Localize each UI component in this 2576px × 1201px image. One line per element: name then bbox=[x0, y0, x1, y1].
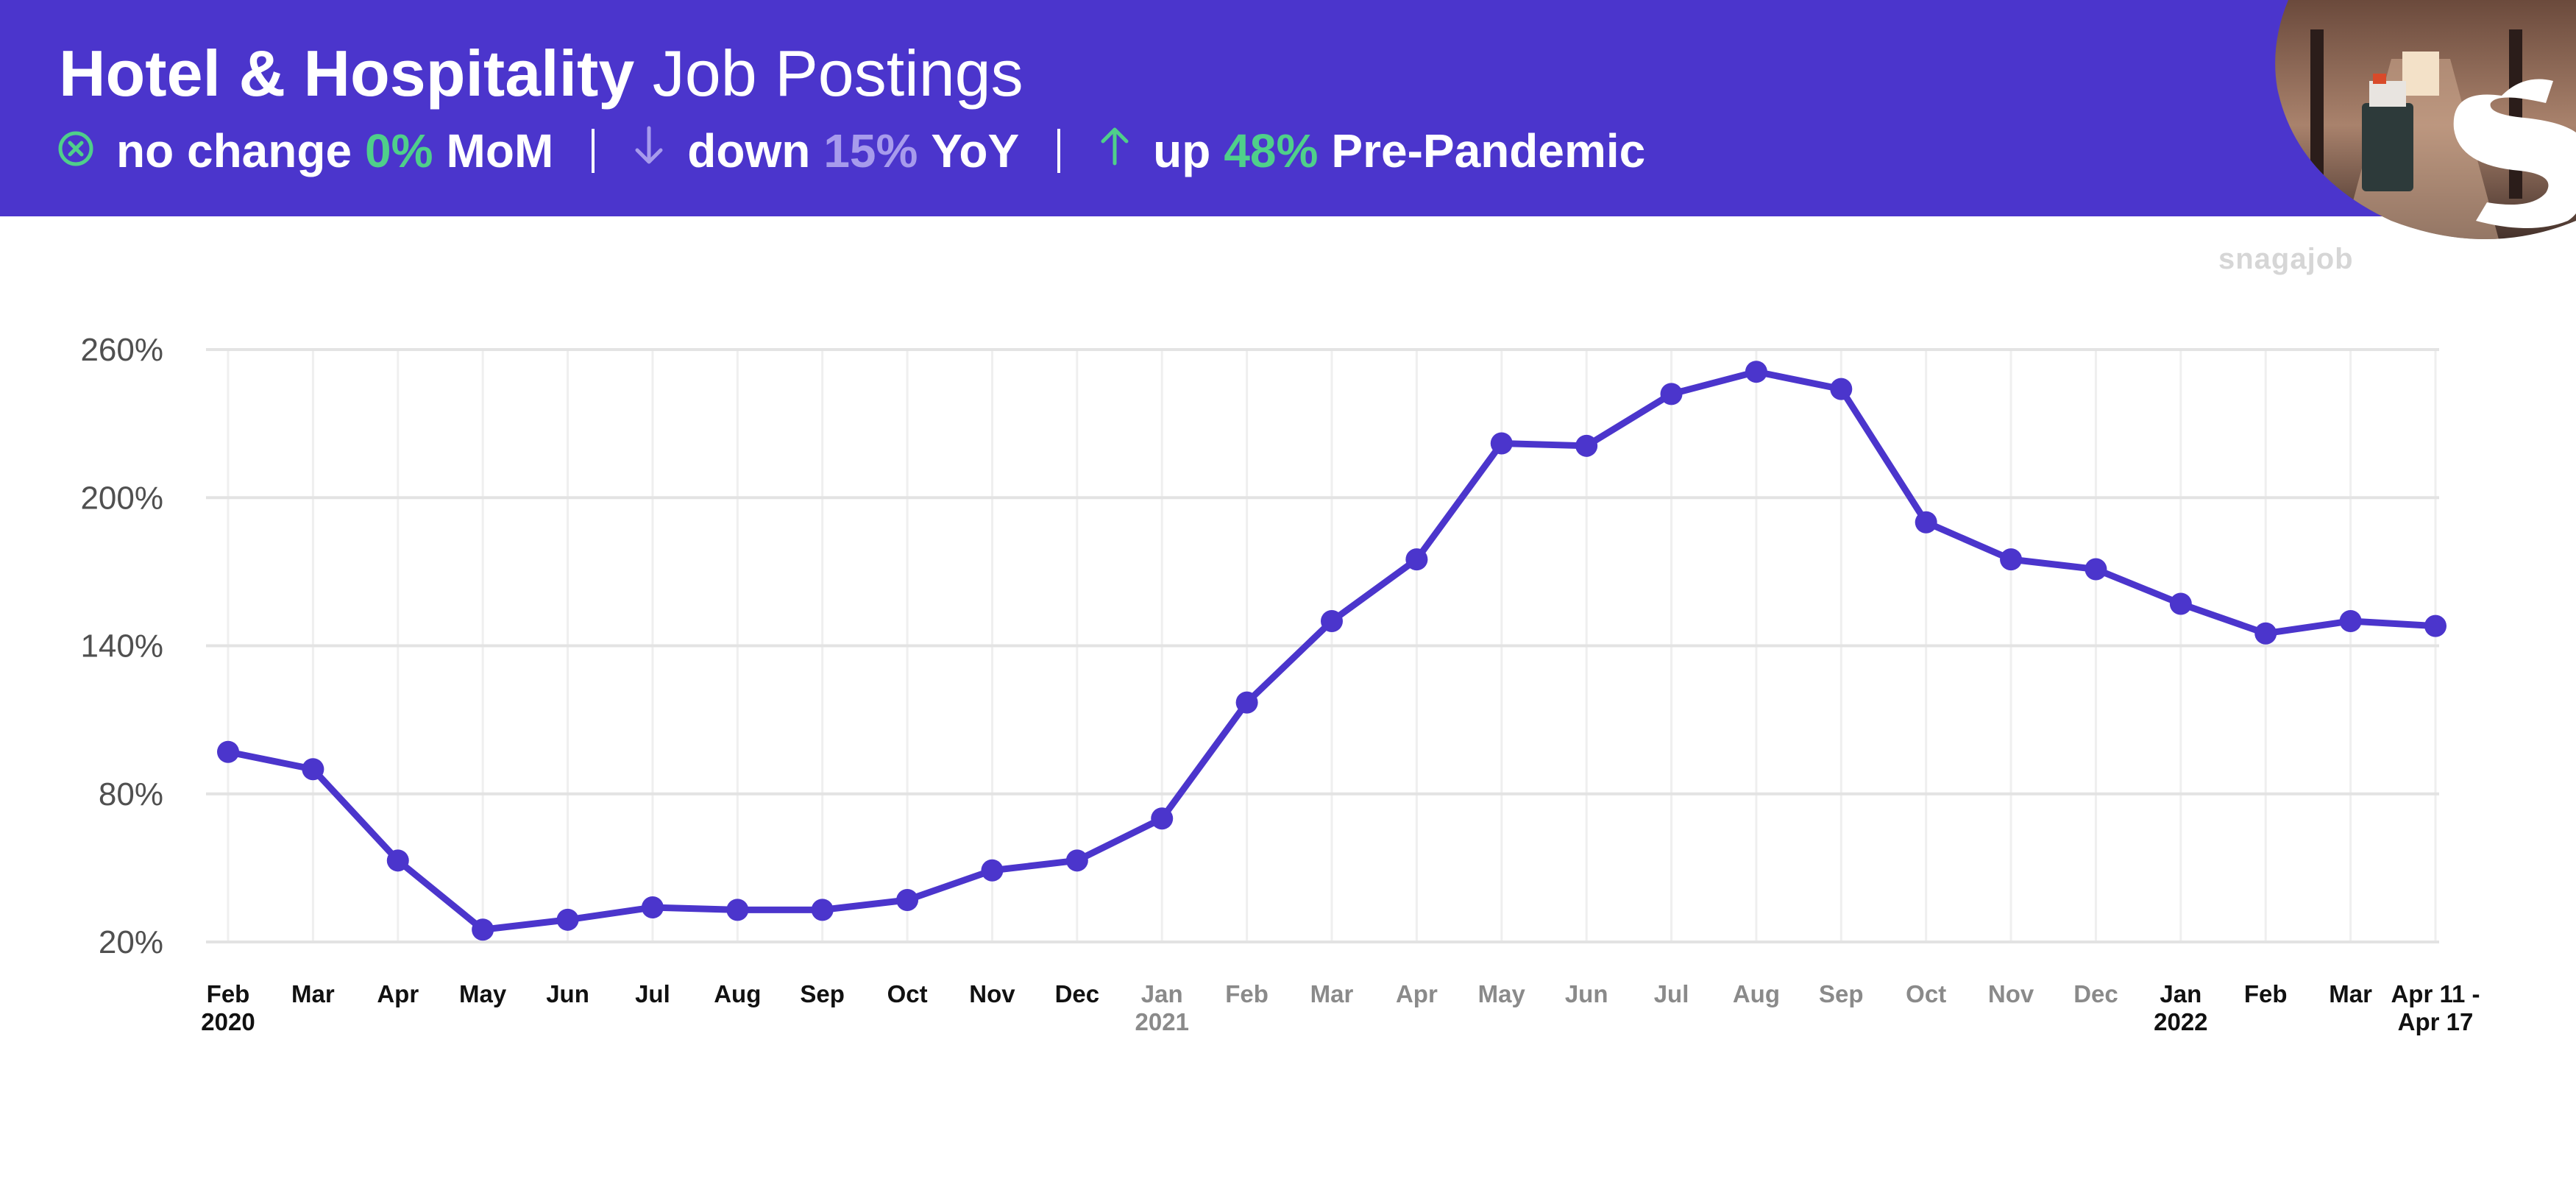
x-tick-label: Mar bbox=[291, 980, 335, 1007]
x-tick-label: Oct bbox=[887, 980, 928, 1007]
stat-mom-value: 0% bbox=[365, 124, 433, 177]
x-tick-label: Oct bbox=[1906, 980, 1946, 1007]
stat-yoy: down 15% YoY bbox=[633, 124, 1019, 179]
data-point bbox=[302, 758, 324, 781]
x-tick-label: May bbox=[459, 980, 507, 1007]
data-point bbox=[1575, 434, 1598, 457]
data-point bbox=[1830, 378, 1853, 400]
data-point bbox=[1915, 511, 1937, 534]
x-tick-label: Dec bbox=[1055, 980, 1100, 1007]
stat-mom-word: no change bbox=[116, 124, 352, 177]
y-tick-label: 200% bbox=[80, 480, 163, 516]
stat-mom-unit: MoM bbox=[446, 124, 554, 177]
x-tick-sublabel: 2022 bbox=[2154, 1008, 2207, 1035]
x-tick-label: Jan bbox=[2160, 980, 2201, 1007]
stat-prepandemic-word: up bbox=[1153, 124, 1211, 177]
x-tick-label: Jul bbox=[1654, 980, 1689, 1007]
data-point bbox=[896, 888, 919, 911]
divider bbox=[1057, 129, 1061, 173]
data-point bbox=[2424, 614, 2447, 637]
header-banner: Hotel & Hospitality Job Postings no chan… bbox=[0, 0, 2576, 216]
data-point bbox=[981, 859, 1004, 882]
data-point bbox=[2000, 548, 2023, 571]
data-point bbox=[217, 740, 239, 763]
data-point bbox=[726, 899, 749, 921]
x-tick-sublabel: 2021 bbox=[1135, 1008, 1189, 1035]
y-tick-label: 260% bbox=[80, 332, 163, 368]
x-tick-label: Sep bbox=[800, 980, 845, 1007]
title-bold: Hotel & Hospitality bbox=[59, 37, 635, 110]
divider bbox=[592, 129, 595, 173]
x-tick-label: Jul bbox=[635, 980, 670, 1007]
x-tick-label: Dec bbox=[2073, 980, 2118, 1007]
stat-prepandemic-unit: Pre-Pandemic bbox=[1331, 124, 1646, 177]
data-point bbox=[1405, 548, 1428, 571]
y-tick-label: 20% bbox=[99, 924, 163, 960]
x-tick-label: Nov bbox=[1988, 980, 2034, 1007]
data-point bbox=[2084, 558, 2107, 581]
data-point bbox=[1065, 849, 1088, 872]
x-tick-label: Nov bbox=[969, 980, 1015, 1007]
watermark-logo: snagajob bbox=[2218, 243, 2354, 275]
chart-grid bbox=[206, 348, 2439, 943]
x-tick-sublabel: Apr 17 bbox=[2398, 1008, 2474, 1035]
data-point bbox=[1235, 691, 1258, 714]
y-tick-label: 140% bbox=[80, 628, 163, 665]
x-tick-label: Apr bbox=[1396, 980, 1438, 1007]
x-tick-label: Mar bbox=[1310, 980, 1354, 1007]
data-point bbox=[1745, 361, 1767, 383]
data-point bbox=[556, 908, 579, 931]
x-tick-label: Feb bbox=[1225, 980, 1269, 1007]
data-point bbox=[2339, 609, 2362, 632]
arrow-up-icon bbox=[1099, 124, 1131, 179]
x-tick-label: Jun bbox=[546, 980, 589, 1007]
stats-bar: no change 0% MoM down 15% YoY up 48% Pre… bbox=[57, 110, 1645, 191]
data-point bbox=[1151, 807, 1174, 830]
x-tick-label: Apr 11 - bbox=[2391, 980, 2480, 1007]
title-light: Job Postings bbox=[652, 37, 1023, 110]
stat-prepandemic: up 48% Pre-Pandemic bbox=[1099, 124, 1645, 179]
hotel-hallway-photo bbox=[2266, 0, 2576, 250]
data-point bbox=[1490, 432, 1513, 455]
stat-yoy-unit: YoY bbox=[931, 124, 1020, 177]
data-point bbox=[2169, 592, 2192, 615]
x-tick-label: Aug bbox=[1733, 980, 1780, 1007]
stat-prepandemic-value: 48% bbox=[1224, 124, 1319, 177]
x-tick-label: Feb bbox=[2244, 980, 2288, 1007]
series-line bbox=[217, 361, 2447, 941]
data-point bbox=[641, 896, 664, 919]
x-tick-label: Feb bbox=[207, 980, 250, 1007]
circle-x-icon bbox=[57, 124, 94, 178]
data-point bbox=[1660, 383, 1683, 405]
stat-yoy-word: down bbox=[687, 124, 811, 177]
stat-yoy-value: 15% bbox=[823, 124, 918, 177]
x-tick-sublabel: 2020 bbox=[201, 1008, 255, 1035]
page-title: Hotel & Hospitality Job Postings bbox=[59, 29, 1023, 118]
x-tick-label: Sep bbox=[1819, 980, 1864, 1007]
data-point bbox=[811, 899, 834, 921]
y-axis: 20% 80% 140% 200% 260% bbox=[80, 332, 163, 960]
x-tick-label: Apr bbox=[377, 980, 419, 1007]
data-point bbox=[386, 849, 409, 872]
x-tick-label: Mar bbox=[2329, 980, 2372, 1007]
x-tick-label: Aug bbox=[714, 980, 761, 1007]
data-point bbox=[2254, 622, 2277, 645]
arrow-down-icon bbox=[633, 124, 665, 179]
data-point bbox=[1321, 609, 1343, 632]
x-tick-label: Jun bbox=[1565, 980, 1608, 1007]
x-tick-label: May bbox=[1478, 980, 1526, 1007]
stat-mom: no change 0% MoM bbox=[57, 124, 553, 178]
brand-s-logo bbox=[2453, 79, 2576, 228]
x-tick-label: Jan bbox=[1141, 980, 1183, 1007]
data-point bbox=[472, 918, 494, 941]
y-tick-label: 80% bbox=[99, 776, 163, 812]
